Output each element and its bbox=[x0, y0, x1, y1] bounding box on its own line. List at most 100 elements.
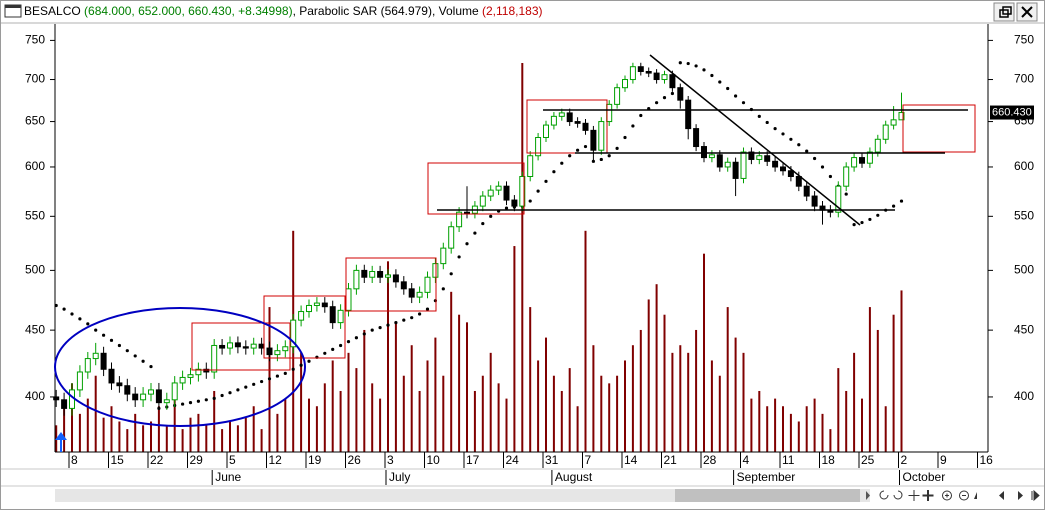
candle-body bbox=[195, 368, 202, 376]
sar-dot bbox=[860, 220, 864, 225]
candle-body bbox=[61, 399, 68, 409]
toolbar[interactable] bbox=[879, 489, 1040, 502]
x-tick-label: 21 bbox=[664, 453, 678, 467]
y-tick-label: 450 bbox=[25, 322, 45, 336]
candle-body bbox=[163, 399, 170, 404]
sar-dot bbox=[346, 339, 351, 344]
volume-bar bbox=[766, 406, 769, 452]
x-tick-label: 24 bbox=[506, 453, 520, 467]
x-tick-label: 11 bbox=[782, 453, 795, 467]
sar-dot bbox=[655, 101, 659, 105]
volume-bar bbox=[576, 406, 579, 452]
volume-bar bbox=[616, 375, 619, 452]
volume-bar bbox=[394, 322, 397, 452]
candle-body bbox=[637, 66, 644, 72]
candle-body bbox=[566, 112, 573, 123]
close-button[interactable] bbox=[1016, 2, 1038, 22]
candle-body bbox=[890, 119, 897, 126]
y-tick-label: 600 bbox=[25, 159, 45, 173]
volume-bar bbox=[300, 352, 303, 452]
volume-bar bbox=[861, 398, 863, 452]
candle-body bbox=[629, 66, 636, 81]
month-label: July bbox=[389, 470, 410, 484]
sar-dot bbox=[726, 86, 730, 91]
sar-dot bbox=[805, 149, 809, 153]
candle-body bbox=[187, 374, 194, 378]
volume-bar bbox=[845, 390, 848, 452]
volume-bar bbox=[197, 413, 200, 452]
restore-button[interactable] bbox=[993, 2, 1015, 22]
volume-bar bbox=[876, 329, 879, 452]
candle-body bbox=[124, 385, 131, 395]
volume-bar bbox=[150, 421, 152, 452]
volume-bar bbox=[726, 307, 729, 452]
sar-dot bbox=[339, 343, 343, 348]
sar-dot bbox=[828, 174, 833, 179]
candle-body bbox=[495, 185, 502, 191]
candle-body bbox=[519, 175, 526, 207]
sar-dot bbox=[267, 377, 272, 381]
volume-bar bbox=[521, 63, 524, 452]
candle-body bbox=[614, 87, 621, 105]
volume-bar bbox=[181, 429, 184, 452]
candle-body bbox=[116, 382, 123, 387]
volume-bar bbox=[537, 360, 540, 452]
sar-dot bbox=[607, 154, 611, 158]
candle-body bbox=[392, 274, 399, 283]
sar-dot bbox=[457, 255, 461, 259]
volume-bar bbox=[655, 284, 658, 452]
candle-body bbox=[290, 319, 297, 348]
candle-body bbox=[148, 389, 154, 395]
title-bar bbox=[1, 1, 1044, 23]
volume-bar bbox=[789, 413, 792, 452]
candle-body bbox=[487, 189, 494, 197]
x-tick-label: 4 bbox=[743, 453, 750, 467]
candle-body bbox=[76, 371, 83, 391]
x-tick-label: 5 bbox=[229, 453, 236, 467]
ohlc-values: (684.000, 652.000, 660.430, +8.34998) bbox=[84, 4, 293, 18]
annotation-lines bbox=[437, 54, 968, 226]
sar-dot bbox=[244, 385, 248, 389]
candle-body bbox=[598, 121, 605, 151]
volume-bar bbox=[86, 398, 89, 452]
volume-bar bbox=[703, 253, 705, 452]
candle-body bbox=[582, 122, 589, 131]
candle-body bbox=[866, 151, 873, 164]
volume-bar bbox=[529, 307, 532, 452]
sar-dot bbox=[299, 363, 303, 367]
volume-bar bbox=[853, 352, 856, 452]
candle-body bbox=[369, 271, 376, 278]
candle-body bbox=[385, 274, 391, 278]
x-tick-label: 28 bbox=[703, 453, 717, 467]
sar-dot bbox=[433, 299, 437, 303]
volume-bar bbox=[679, 345, 682, 452]
candle-body bbox=[708, 154, 715, 159]
sar-dot bbox=[236, 388, 240, 392]
candle-body bbox=[100, 352, 107, 370]
volume-bar bbox=[442, 375, 445, 452]
sar-dot bbox=[773, 126, 777, 131]
sar-dot bbox=[283, 371, 287, 375]
sar-dot bbox=[378, 326, 382, 330]
volume-bar bbox=[315, 406, 318, 452]
volume-bar bbox=[750, 398, 753, 452]
candle-body bbox=[701, 146, 707, 159]
sar-dot bbox=[734, 94, 738, 98]
volume-bar bbox=[189, 417, 192, 452]
volume-bar bbox=[647, 299, 650, 452]
volume-bar bbox=[363, 329, 366, 452]
volume-bar bbox=[505, 398, 508, 452]
scrollbar[interactable] bbox=[55, 489, 870, 502]
volume-bar bbox=[126, 429, 129, 452]
volume-bar bbox=[821, 413, 824, 452]
x-tick-label: 16 bbox=[980, 453, 994, 467]
candle-body bbox=[155, 389, 162, 404]
volume-bar bbox=[260, 429, 263, 452]
volume-bar bbox=[63, 406, 66, 452]
candle-body bbox=[590, 129, 597, 151]
sar-dot bbox=[639, 113, 643, 118]
sar-dot bbox=[844, 192, 848, 196]
sar-dot bbox=[362, 332, 366, 336]
y-tick-label: 700 bbox=[1014, 72, 1034, 86]
